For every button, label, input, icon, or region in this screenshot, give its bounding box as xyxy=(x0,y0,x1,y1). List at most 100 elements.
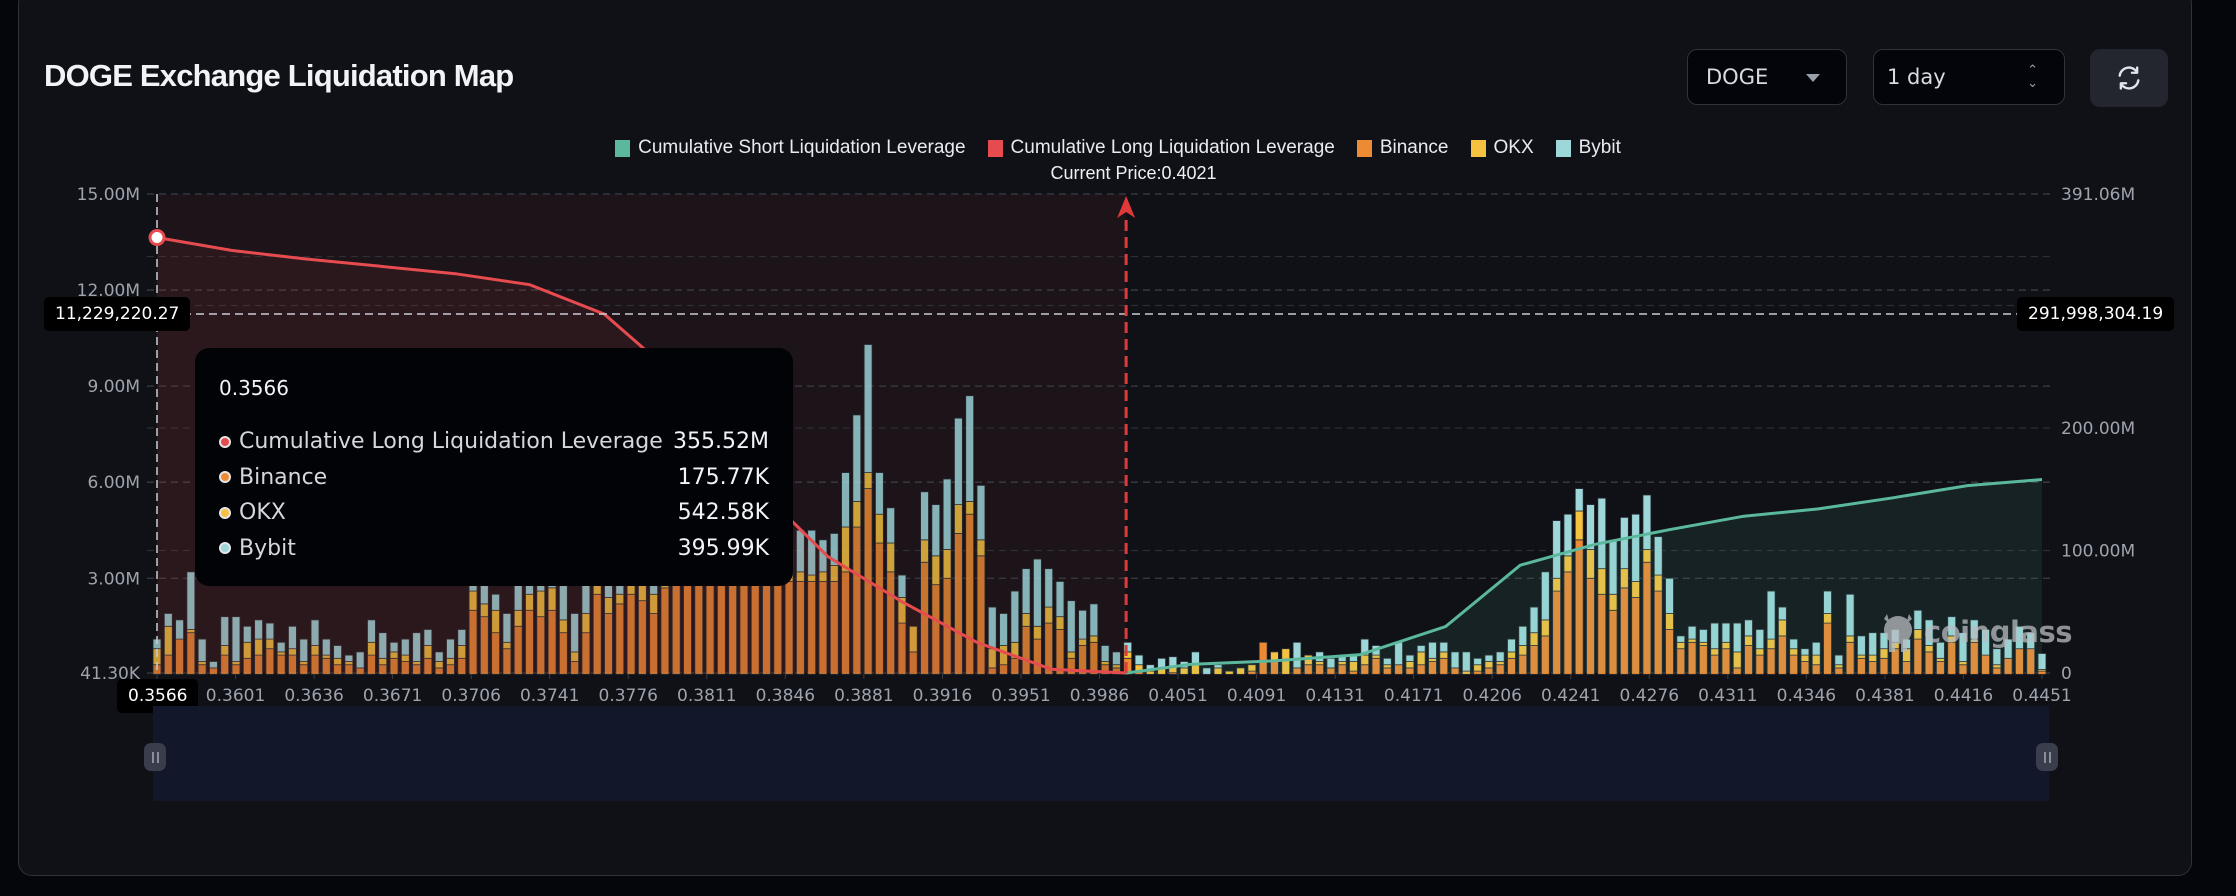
bar-segment-bybit xyxy=(265,622,275,640)
bar-segment-bybit xyxy=(1541,571,1550,621)
bar-segment-bybit xyxy=(355,651,365,669)
bar-segment-okx xyxy=(976,539,986,557)
bar-segment-okx xyxy=(908,625,918,653)
hover-point-marker xyxy=(148,229,166,247)
bar-segment-bybit xyxy=(1913,609,1923,630)
bar-segment-bybit xyxy=(175,619,184,640)
x-tick-label: 0.3811 xyxy=(677,686,736,706)
bar-segment-bybit xyxy=(400,638,410,656)
bar-segment-bybit xyxy=(1044,568,1054,608)
legend-item-binance[interactable]: Binance xyxy=(1356,137,1449,159)
legend-swatch xyxy=(1470,139,1486,157)
bar-segment-bybit xyxy=(1574,488,1584,512)
bar-segment-bybit xyxy=(1360,638,1370,656)
bar-segment-okx xyxy=(1066,651,1076,659)
bar-segment-bybit xyxy=(1112,651,1121,666)
slider-right-handle[interactable] xyxy=(2036,743,2058,771)
bar-segment-okx xyxy=(852,501,862,528)
bar-segment-okx xyxy=(1574,510,1584,541)
legend-item-bybit[interactable]: Bybit xyxy=(1555,137,1621,159)
bar-segment-bybit xyxy=(2003,638,2013,659)
bar-segment-bybit xyxy=(1484,654,1494,662)
y-right-tick-label: 391.06M xyxy=(2061,185,2135,205)
bar-segment-bybit xyxy=(1552,520,1561,579)
bar-segment-bybit xyxy=(186,571,196,630)
tooltip-value: 542.58K xyxy=(677,500,769,526)
bar-segment-bybit xyxy=(1202,667,1212,675)
legend-item-short[interactable]: Cumulative Short Liquidation Leverage xyxy=(615,137,966,159)
bar-segment-okx xyxy=(886,542,896,573)
bar-segment-okx xyxy=(954,504,963,534)
bar-segment-bybit xyxy=(434,651,444,662)
current-price-label: Current Price:0.4021 xyxy=(1050,163,1217,183)
bar-segment-bybit xyxy=(1924,619,1934,646)
bar-segment-okx xyxy=(965,501,975,515)
legend-item-long[interactable]: Cumulative Long Liquidation Leverage xyxy=(987,137,1335,159)
bar-segment-okx xyxy=(1236,667,1245,675)
bar-segment-bybit xyxy=(378,632,388,659)
bar-segment-bybit xyxy=(1495,651,1505,662)
legend-swatch xyxy=(615,139,631,157)
bar-segment-bybit xyxy=(1100,645,1110,662)
x-tick-label: 0.3881 xyxy=(834,686,893,706)
up-down-chevron-icon: ⌃ ⌄ xyxy=(2027,63,2038,91)
x-tick-label: 0.3601 xyxy=(206,686,265,706)
bar-segment-bybit xyxy=(1461,651,1471,672)
bar-segment-bybit xyxy=(1687,625,1697,640)
bar-segment-okx xyxy=(1100,661,1110,666)
bar-segment-okx xyxy=(875,513,884,544)
crosshair-left-value: 11,229,220.27 xyxy=(44,297,191,331)
x-tick-label: 0.3636 xyxy=(284,686,343,706)
bar-segment-bybit xyxy=(1845,593,1855,637)
tooltip-label: Binance xyxy=(239,464,328,490)
bar-segment-bybit xyxy=(1631,513,1641,582)
bar-segment-bybit xyxy=(1947,616,1957,637)
bar-segment-bybit xyxy=(987,606,997,650)
current-price-arrow-icon xyxy=(1117,196,1136,218)
bar-segment-bybit xyxy=(1642,494,1652,550)
x-tick-label: 0.3741 xyxy=(520,686,579,706)
tooltip-title: 0.3566 xyxy=(219,376,289,400)
bar-segment-bybit xyxy=(197,638,207,662)
coin-select[interactable]: DOGE xyxy=(1687,49,1847,105)
bar-segment-bybit xyxy=(412,632,421,662)
bar-segment-bybit xyxy=(1382,657,1392,666)
tooltip-row: Cumulative Long Liquidation Leverage 355.… xyxy=(219,424,769,460)
bar-segment-bybit xyxy=(310,619,320,646)
bar-segment-bybit xyxy=(841,472,850,528)
tooltip-label: Bybit xyxy=(239,535,296,561)
tooltip-row: OKX 542.58K xyxy=(219,495,769,531)
bar-segment-okx xyxy=(1033,625,1042,640)
bar-segment-bybit xyxy=(254,619,263,640)
bar-segment-bybit xyxy=(1744,619,1753,637)
y-left-tick-label: 6.00M xyxy=(87,473,140,493)
bar-segment-binance xyxy=(1055,629,1065,675)
bar-segment-bybit xyxy=(1586,504,1595,550)
refresh-button[interactable] xyxy=(2090,49,2168,107)
bar-segment-bybit xyxy=(1021,568,1031,614)
x-tick-label: 0.4091 xyxy=(1227,686,1286,706)
legend-item-okx[interactable]: OKX xyxy=(1470,137,1534,159)
crosshair-right-value: 291,998,304.19 xyxy=(2017,297,2175,331)
bar-segment-bybit xyxy=(1010,590,1020,643)
bar-segment-bybit xyxy=(1473,657,1482,666)
x-tick-label: 0.3776 xyxy=(599,686,658,706)
bar-segment-bybit xyxy=(288,625,297,650)
bar-segment-bybit xyxy=(209,661,218,669)
time-range-select[interactable]: 1 day ⌃ ⌄ xyxy=(1873,49,2065,105)
bar-segment-bybit xyxy=(1721,622,1731,643)
bar-segment-bybit xyxy=(457,629,467,646)
bar-segment-bybit xyxy=(1066,600,1076,653)
y-left-tick-label: 3.00M xyxy=(87,569,140,589)
bar-segment-okx xyxy=(863,472,873,489)
zoom-range-slider[interactable] xyxy=(153,706,2049,801)
bar-segment-bybit xyxy=(1078,609,1087,640)
series-dot-icon xyxy=(219,435,231,448)
coinglass-logo-icon xyxy=(1884,614,1912,652)
bar-segment-okx xyxy=(1078,638,1087,646)
bar-segment-bybit xyxy=(344,654,354,662)
bar-segment-bybit xyxy=(931,504,941,557)
bar-segment-okx xyxy=(1055,616,1065,630)
slider-left-handle[interactable] xyxy=(144,743,166,771)
watermark-text: coinglass xyxy=(1924,615,2073,649)
